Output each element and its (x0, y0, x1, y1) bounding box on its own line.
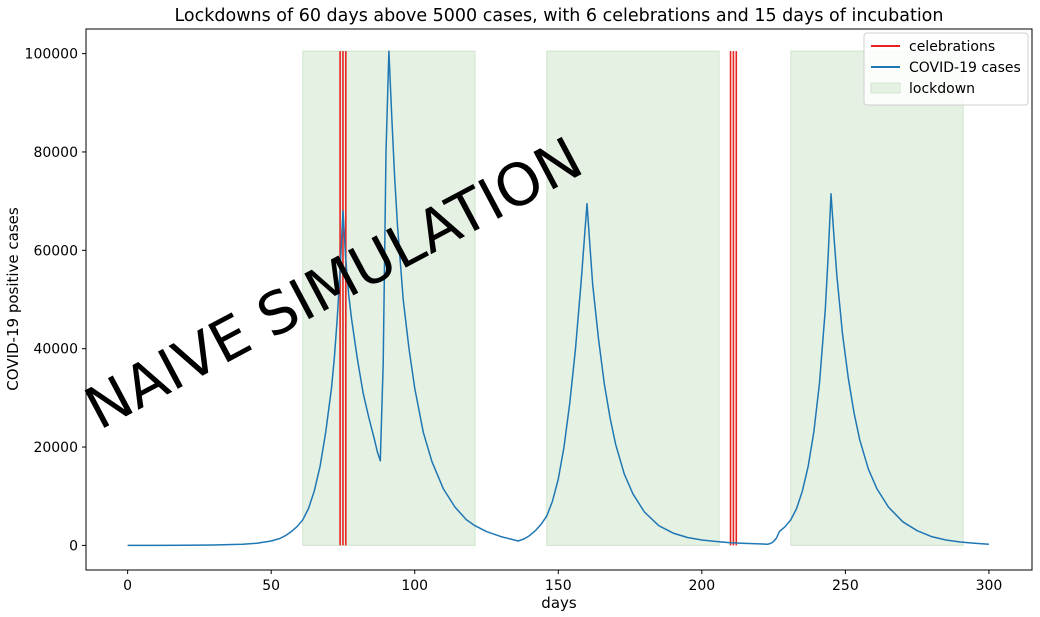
y-tick-label: 100000 (25, 47, 78, 63)
x-tick-label: 100 (401, 578, 428, 594)
celebration-lines (339, 51, 738, 546)
y-tick-label: 40000 (33, 342, 78, 358)
y-tick-label: 80000 (33, 145, 78, 161)
lockdown-region (302, 50, 476, 546)
y-axis-label: COVID-19 positive cases (4, 207, 22, 391)
x-axis: 0 50 100 150 200 250 300 (123, 570, 1002, 594)
chart-title: Lockdowns of 60 days above 5000 cases, w… (174, 6, 943, 26)
y-tick-label: 20000 (33, 440, 78, 456)
lockdown-region (546, 50, 720, 546)
legend-label: celebrations (909, 39, 995, 55)
legend: celebrations COVID-19 cases lockdown (863, 32, 1029, 106)
legend-box (863, 32, 1029, 106)
legend-label: COVID-19 cases (909, 60, 1021, 76)
plot-frame (85, 28, 1033, 571)
legend-swatch (870, 82, 901, 94)
series-group (127, 50, 989, 547)
lockdown-region (790, 50, 964, 546)
x-tick-label: 0 (123, 578, 132, 594)
y-tick-label: 0 (69, 538, 78, 554)
x-axis-label: days (541, 594, 577, 612)
x-tick-label: 250 (832, 578, 859, 594)
x-tick-label: 200 (688, 578, 715, 594)
lockdown-regions (302, 50, 964, 546)
y-tick-label: 60000 (33, 243, 78, 259)
x-tick-label: 150 (545, 578, 572, 594)
legend-label: lockdown (909, 81, 975, 97)
series-line-covid-cases (127, 50, 989, 547)
y-axis: 0 20000 40000 60000 80000 100000 (25, 47, 86, 554)
x-tick-label: 50 (262, 578, 280, 594)
x-tick-label: 300 (976, 578, 1003, 594)
